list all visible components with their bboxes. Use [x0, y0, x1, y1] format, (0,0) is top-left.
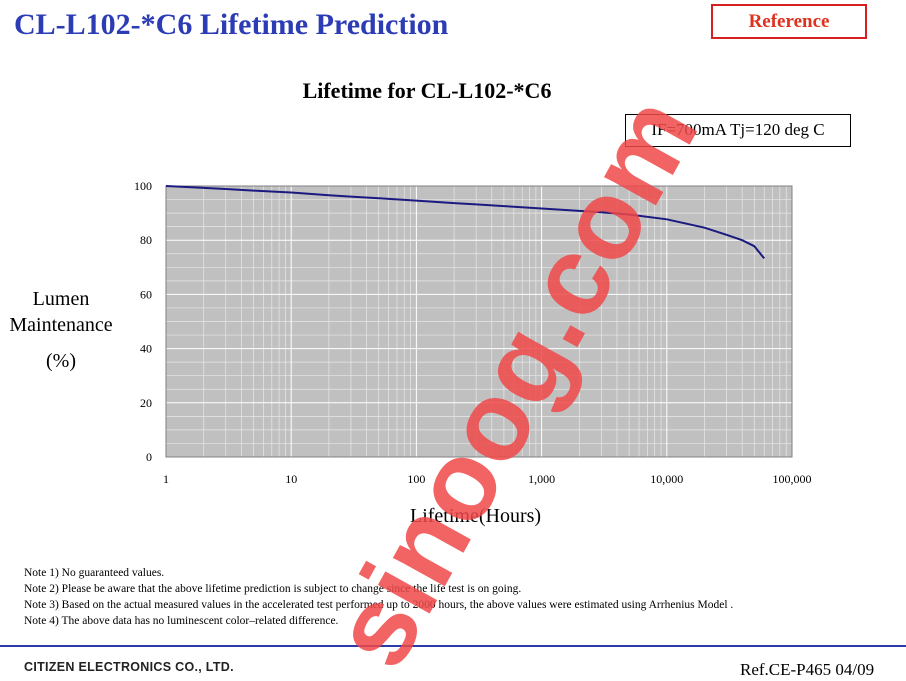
chart-title: Lifetime for CL-L102-*C6 [0, 78, 906, 104]
note-2: Note 2) Please be aware that the above l… [24, 583, 522, 595]
x-tick-label: 10,000 [650, 472, 683, 486]
series-line [165, 185, 765, 260]
chart-title-text: Lifetime for CL-L102-*C6 [302, 78, 552, 103]
y-tick-label: 80 [140, 233, 152, 247]
x-tick-label: 10 [285, 472, 297, 486]
x-tick-label: 1 [163, 472, 169, 486]
y-tick-label: 20 [140, 396, 152, 410]
y-axis-label-line-2: Maintenance [9, 314, 113, 336]
page-title: CL-L102-*C6 Lifetime Prediction [14, 8, 449, 41]
footer-divider [0, 645, 906, 647]
x-tick-label: 1,000 [528, 472, 555, 486]
y-tick-label: 60 [140, 287, 152, 301]
note-3: Note 3) Based on the actual measured val… [24, 599, 734, 611]
y-tick-label: 40 [140, 342, 152, 356]
notes: Note 1) No guaranteed values. Note 2) Pl… [24, 565, 733, 629]
y-tick-label: 100 [134, 179, 152, 193]
reference-badge: Reference [711, 4, 867, 39]
y-axis-label-line-3: (%) [46, 350, 76, 372]
y-axis-label-line-1: Lumen [32, 288, 90, 310]
y-tick-label: 0 [146, 450, 152, 464]
y-axis-label: Lumen Maintenance (%) [0, 286, 122, 374]
x-axis-label: Lifetime(Hours) [410, 505, 542, 527]
document-reference: Ref.CE-P465 04/09 [740, 660, 875, 679]
note-4: Note 4) The above data has no luminescen… [24, 615, 339, 627]
x-tick-label: 100 [407, 472, 425, 486]
plot-border [165, 185, 793, 458]
plot-area: 1 10 100 1,000 10,000 100,000 0 20 40 60 80 100 [134, 179, 812, 486]
x-tick-label: 100,000 [773, 472, 812, 486]
company-name: CITIZEN ELECTRONICS CO., LTD. [24, 660, 234, 674]
condition-box: IF=700mA Tj=120 deg C [625, 114, 851, 147]
note-1: Note 1) No guaranteed values. [24, 567, 165, 579]
